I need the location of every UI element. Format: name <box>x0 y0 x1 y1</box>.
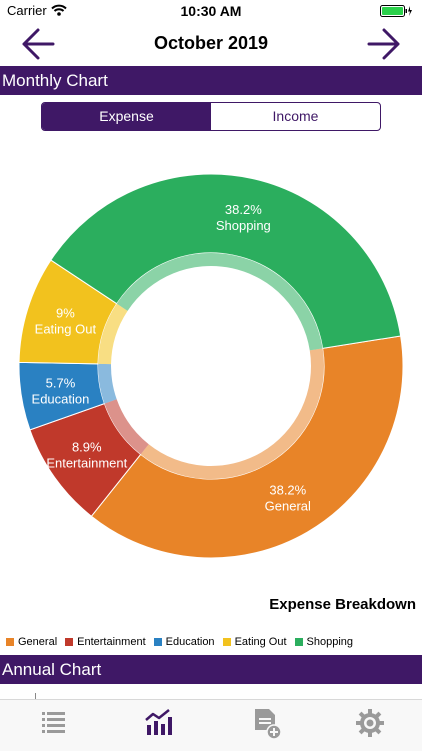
inner-ring-entertainment <box>104 399 149 455</box>
inner-ring-eating-out <box>98 303 128 365</box>
navigation-bar: October 2019 <box>0 22 422 66</box>
slice-category-label-general: General <box>265 499 311 514</box>
monthly-chart-header: Monthly Chart <box>0 66 422 95</box>
legend-swatch <box>153 638 162 646</box>
chart-caption: Expense Breakdown <box>269 596 416 613</box>
wifi-icon <box>51 4 67 19</box>
legend-item-general: General <box>6 636 57 648</box>
battery-icon <box>380 5 414 20</box>
legend-swatch <box>222 638 231 646</box>
chart-legend: General Entertainment Education Eating O… <box>6 636 422 648</box>
inner-ring-shopping <box>116 252 323 351</box>
segment-income[interactable]: Income <box>272 108 319 124</box>
segment-expense[interactable]: Expense <box>42 103 211 130</box>
slice-value-label-education: 5.7% <box>46 375 76 390</box>
legend-item-eating-out: Eating Out <box>222 636 287 648</box>
add-document-icon[interactable] <box>250 706 284 740</box>
legend-label: Eating Out <box>234 636 287 648</box>
chart-icon[interactable] <box>141 706 175 740</box>
slice-value-label-general: 38.2% <box>269 483 306 498</box>
legend-item-entertainment: Entertainment <box>65 636 146 648</box>
slice-category-label-education: Education <box>32 391 90 406</box>
legend-label: Education <box>165 636 215 648</box>
legend-item-education: Education <box>153 636 215 648</box>
legend-label: Shopping <box>306 636 354 648</box>
slice-value-label-entertainment: 8.9% <box>72 439 102 454</box>
legend-swatch <box>6 638 14 646</box>
slice-value-label-eating-out: 9% <box>56 306 75 321</box>
slice-category-label-shopping: Shopping <box>216 218 271 233</box>
status-bar: Carrier 10:30 AM <box>0 0 422 22</box>
annual-chart-axis-stub <box>35 693 36 699</box>
arrow-left-icon[interactable] <box>20 26 56 62</box>
carrier-label: Carrier <box>7 3 47 18</box>
annual-chart-header: Annual Chart <box>0 655 422 684</box>
legend-swatch <box>294 638 303 646</box>
tab-bar <box>0 699 422 751</box>
expense-income-segmented-control: Expense Income <box>41 102 381 131</box>
settings-gear-icon[interactable] <box>353 706 387 740</box>
expense-donut-chart[interactable]: 38.2%General8.9%Entertainment5.7%Educati… <box>0 150 422 605</box>
list-icon[interactable] <box>37 706 71 740</box>
slice-category-label-eating-out: Eating Out <box>35 322 97 337</box>
slice-category-label-entertainment: Entertainment <box>46 455 127 470</box>
inner-ring-education <box>98 363 117 404</box>
legend-label: General <box>18 636 58 648</box>
legend-label: Entertainment <box>77 636 146 648</box>
arrow-right-icon[interactable] <box>366 26 402 62</box>
status-time: 10:30 AM <box>180 3 242 19</box>
inner-ring-general <box>140 348 324 480</box>
slice-value-label-shopping: 38.2% <box>225 202 262 217</box>
legend-item-shopping: Shopping <box>294 636 354 648</box>
legend-swatch <box>65 638 74 646</box>
month-title: October 2019 <box>153 33 269 53</box>
